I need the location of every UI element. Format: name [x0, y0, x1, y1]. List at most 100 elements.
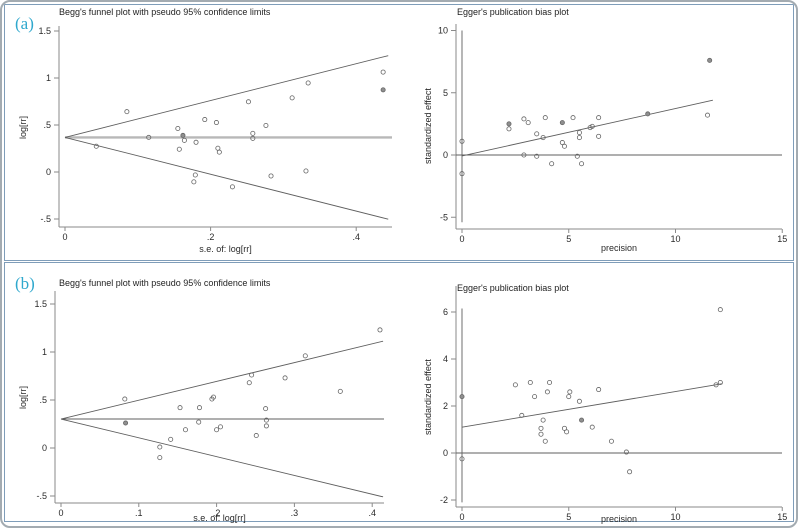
egger_b-data-point	[542, 438, 548, 444]
egger_a-data-point	[506, 126, 512, 132]
funnel_b-data-point	[249, 372, 255, 378]
egger_b-data-point	[567, 389, 573, 395]
funnel_a-data-point	[289, 95, 295, 101]
funnel_b-data-point	[157, 455, 163, 461]
funnel-b-ylabel: log[rr]	[18, 386, 28, 410]
egger_b-y-tick-label: 2	[443, 401, 448, 411]
egger_a-data-point	[576, 135, 582, 141]
egger_a-regression-line	[461, 99, 713, 157]
egger_a-x-tick-label: 10	[670, 234, 680, 244]
egger_b-y-tick-label: -2	[440, 495, 448, 505]
egger_b-data-point	[538, 425, 544, 431]
funnel_b-data-point	[168, 436, 174, 442]
egger_b-data-point	[717, 379, 723, 385]
egger_b-data-point	[576, 398, 582, 404]
egger_b-x-tick-label: 15	[777, 512, 787, 522]
funnel-a-xlabel: s.e. of: log[rr]	[199, 244, 252, 254]
funnel-b-xlabel: s.e. of: log[rr]	[193, 513, 246, 523]
egger_b-data-point	[623, 449, 629, 455]
funnel_b-data-point	[302, 353, 308, 359]
funnel_b-data-point	[377, 327, 383, 333]
egger_b-x-tick-label: 0	[459, 512, 464, 522]
egger_b-data-point	[596, 387, 602, 393]
egger_b-data-point	[589, 424, 595, 430]
funnel_b-data-point	[214, 427, 220, 433]
panel-a	[4, 4, 794, 261]
egger_b-y-tick-label: 4	[443, 354, 448, 364]
funnel_a-data-point	[245, 99, 251, 105]
egger_b-data-point	[627, 469, 633, 475]
funnel_b-data-point	[337, 388, 343, 394]
funnel_b-data-point	[263, 406, 269, 412]
egger_a-data-point	[645, 111, 651, 117]
egger_a-data-point	[707, 57, 713, 63]
funnel_b-data-point	[210, 394, 216, 400]
funnel_b-upper-confidence-limit	[60, 340, 384, 420]
funnel-a-ylabel: log[rr]	[18, 115, 28, 139]
funnel_b-data-point	[217, 424, 223, 430]
funnel_a-data-point	[193, 139, 199, 145]
egger_a-y-tick-label: 10	[438, 26, 448, 36]
egger_a-data-point	[540, 135, 546, 141]
funnel_b-data-point	[157, 444, 163, 450]
egger_a-x-tick-label: 15	[777, 234, 787, 244]
funnel_a-data-point	[93, 143, 99, 149]
egger_b-data-point	[519, 412, 525, 418]
egger_a-y-tick-label: 5	[443, 88, 448, 98]
egger_a-data-point	[549, 161, 555, 167]
egger-a-title: Egger's publication bias plot	[457, 7, 569, 17]
egger-a-xlabel: precision	[600, 243, 638, 253]
egger_b-data-point	[561, 425, 567, 431]
egger_a-data-point	[570, 115, 576, 121]
egger_a-data-point	[459, 138, 465, 144]
egger_b-data-point	[538, 431, 544, 437]
funnel_b-data-point	[263, 417, 269, 423]
panel-a-label: (a)	[15, 14, 34, 33]
egger_a-x-tick-label: 5	[566, 234, 571, 244]
funnel_a-data-point	[202, 117, 208, 123]
egger_b-data-point	[512, 382, 518, 388]
egger-b-xlabel: precision	[600, 514, 638, 524]
egger_b-data-point	[459, 394, 465, 400]
egger_b-data-point	[459, 456, 465, 462]
egger_b-data-point	[540, 417, 546, 423]
egger_b-x-tick-label: 10	[670, 512, 680, 522]
funnel_a-data-point	[213, 120, 219, 126]
egger_a-data-point	[521, 152, 527, 158]
funnel_a-data-point	[181, 137, 187, 143]
egger_a-x-tick-label: 0	[459, 234, 464, 244]
funnel_b-y-tick-label: 1.5	[34, 299, 47, 309]
funnel_a-y-tick-label: 0	[46, 167, 51, 177]
funnel_b-data-point	[182, 427, 188, 433]
egger_a-data-point	[559, 120, 565, 126]
funnel_b-x-tick-label: .1	[135, 508, 143, 518]
funnel_b-y-tick-label: -.5	[36, 491, 47, 501]
egger_a-data-point	[574, 153, 580, 159]
funnel_b-data-point	[253, 433, 259, 439]
egger_b-y-tick-label: 6	[443, 307, 448, 317]
funnel_b-x-tick-label: .2	[213, 508, 221, 518]
egger_a-data-point	[506, 121, 512, 127]
funnel_b-data-point	[246, 380, 252, 386]
egger_a-data-point	[561, 143, 567, 149]
egger-a-ylabel: standardized effect	[423, 88, 433, 165]
funnel_a-data-point	[229, 184, 235, 190]
egger_a-data-point	[534, 131, 540, 137]
egger_a-y-tick-label: 0	[443, 150, 448, 160]
funnel_a-y-tick-label: 1.5	[38, 26, 51, 36]
funnel_a-data-point	[191, 179, 197, 185]
funnel_a-data-point	[305, 80, 311, 86]
egger_a-data-point	[559, 140, 565, 146]
egger_b-data-point	[713, 382, 719, 388]
egger_b-x-tick-label: 5	[566, 512, 571, 522]
funnel_b-x-tick-label: .3	[291, 508, 299, 518]
funnel_b-x-tick-label: 0	[58, 508, 63, 518]
egger_a-data-point	[525, 120, 531, 126]
egger_a-data-point	[459, 171, 465, 177]
egger_a-data-point	[534, 153, 540, 159]
funnel_a-data-point	[216, 149, 222, 155]
funnel_b-data-point	[123, 420, 129, 426]
funnel_a-x-tick-label: .2	[207, 232, 215, 242]
egger_b-regression-line	[461, 383, 723, 428]
funnel_b-data-point	[177, 405, 183, 411]
